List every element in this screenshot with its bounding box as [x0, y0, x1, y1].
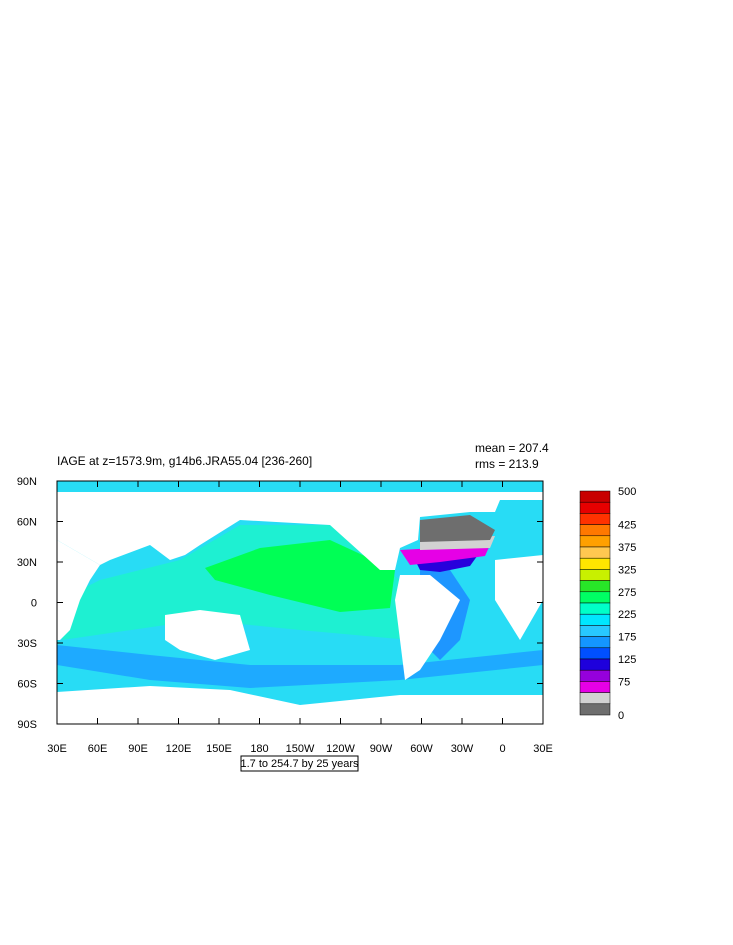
x-tick-label: 180 [250, 743, 268, 755]
x-tick-label: 60W [410, 743, 433, 755]
x-tick-label: 30E [47, 743, 67, 755]
colorbar-label: 375 [618, 542, 636, 554]
x-tick-label: 60E [88, 743, 108, 755]
y-tick-label: 60N [17, 517, 37, 529]
colorbar-label: 225 [618, 609, 636, 621]
land [395, 575, 460, 680]
colorbar-box [579, 569, 611, 581]
colorbar-label: 175 [618, 632, 636, 644]
x-tick-label: 90E [128, 743, 148, 755]
land [165, 610, 250, 660]
colorbar-label: 125 [618, 654, 636, 666]
colorbar-box [579, 557, 611, 570]
x-tick-label: 90W [370, 743, 393, 755]
colorbar-box [579, 613, 611, 626]
y-tick-label: 30N [17, 557, 37, 569]
land [57, 492, 543, 570]
colorbar-box [579, 546, 611, 559]
colorbar-label: 425 [618, 520, 636, 532]
colorbar-box [579, 535, 611, 548]
y-tick-label: 60S [17, 679, 37, 691]
x-tick-label: 120E [166, 743, 192, 755]
y-tick-label: 90S [17, 719, 37, 731]
x-tick-label: 150W [286, 743, 315, 755]
colorbar-box [579, 490, 611, 503]
colorbar-box [579, 681, 611, 693]
y-tick-label: 30S [17, 638, 37, 650]
y-tick-label: 0 [31, 598, 37, 610]
colorbar-box [579, 513, 611, 525]
x-tick-label: 120W [326, 743, 355, 755]
colorbar-label: 500 [618, 486, 636, 498]
colorbar-label: 75 [618, 676, 630, 688]
x-tick-label: 30W [451, 743, 474, 755]
colorbar-box [579, 647, 611, 660]
colorbar-box [579, 692, 611, 705]
ocean-region [205, 540, 395, 612]
colorbar-box [579, 602, 611, 615]
x-tick-label: 150E [206, 743, 232, 755]
colorbar-label: 275 [618, 587, 636, 599]
colorbar-box [579, 501, 611, 514]
x-tick-label: 0 [499, 743, 505, 755]
land [57, 686, 543, 724]
plot-title: IAGE at z=1573.9m, g14b6.JRA55.04 [236-2… [57, 454, 312, 468]
rms-label: rms = 213.9 [475, 457, 539, 471]
land [57, 540, 100, 640]
mean-label: mean = 207.4 [475, 441, 549, 455]
ocean-region [420, 515, 495, 542]
ocean-region [57, 645, 543, 688]
y-tick-label: 90N [17, 476, 37, 488]
note-box [240, 755, 359, 772]
colorbar-box [579, 636, 611, 649]
colorbar-box [579, 625, 611, 637]
colorbar-box [579, 658, 611, 671]
colorbar-box [579, 591, 611, 604]
x-tick-label: 30E [533, 743, 553, 755]
land [495, 555, 543, 640]
colorbar-box [579, 524, 611, 537]
map [56, 480, 544, 725]
colorbar-label: 325 [618, 564, 636, 576]
colorbar-label: 0 [618, 710, 624, 722]
colorbar-box [579, 669, 611, 682]
note: 1.7 to 254.7 by 25 years [240, 758, 359, 770]
ocean-region [400, 545, 490, 565]
colorbar-box [579, 703, 611, 716]
colorbar-box [579, 580, 611, 593]
